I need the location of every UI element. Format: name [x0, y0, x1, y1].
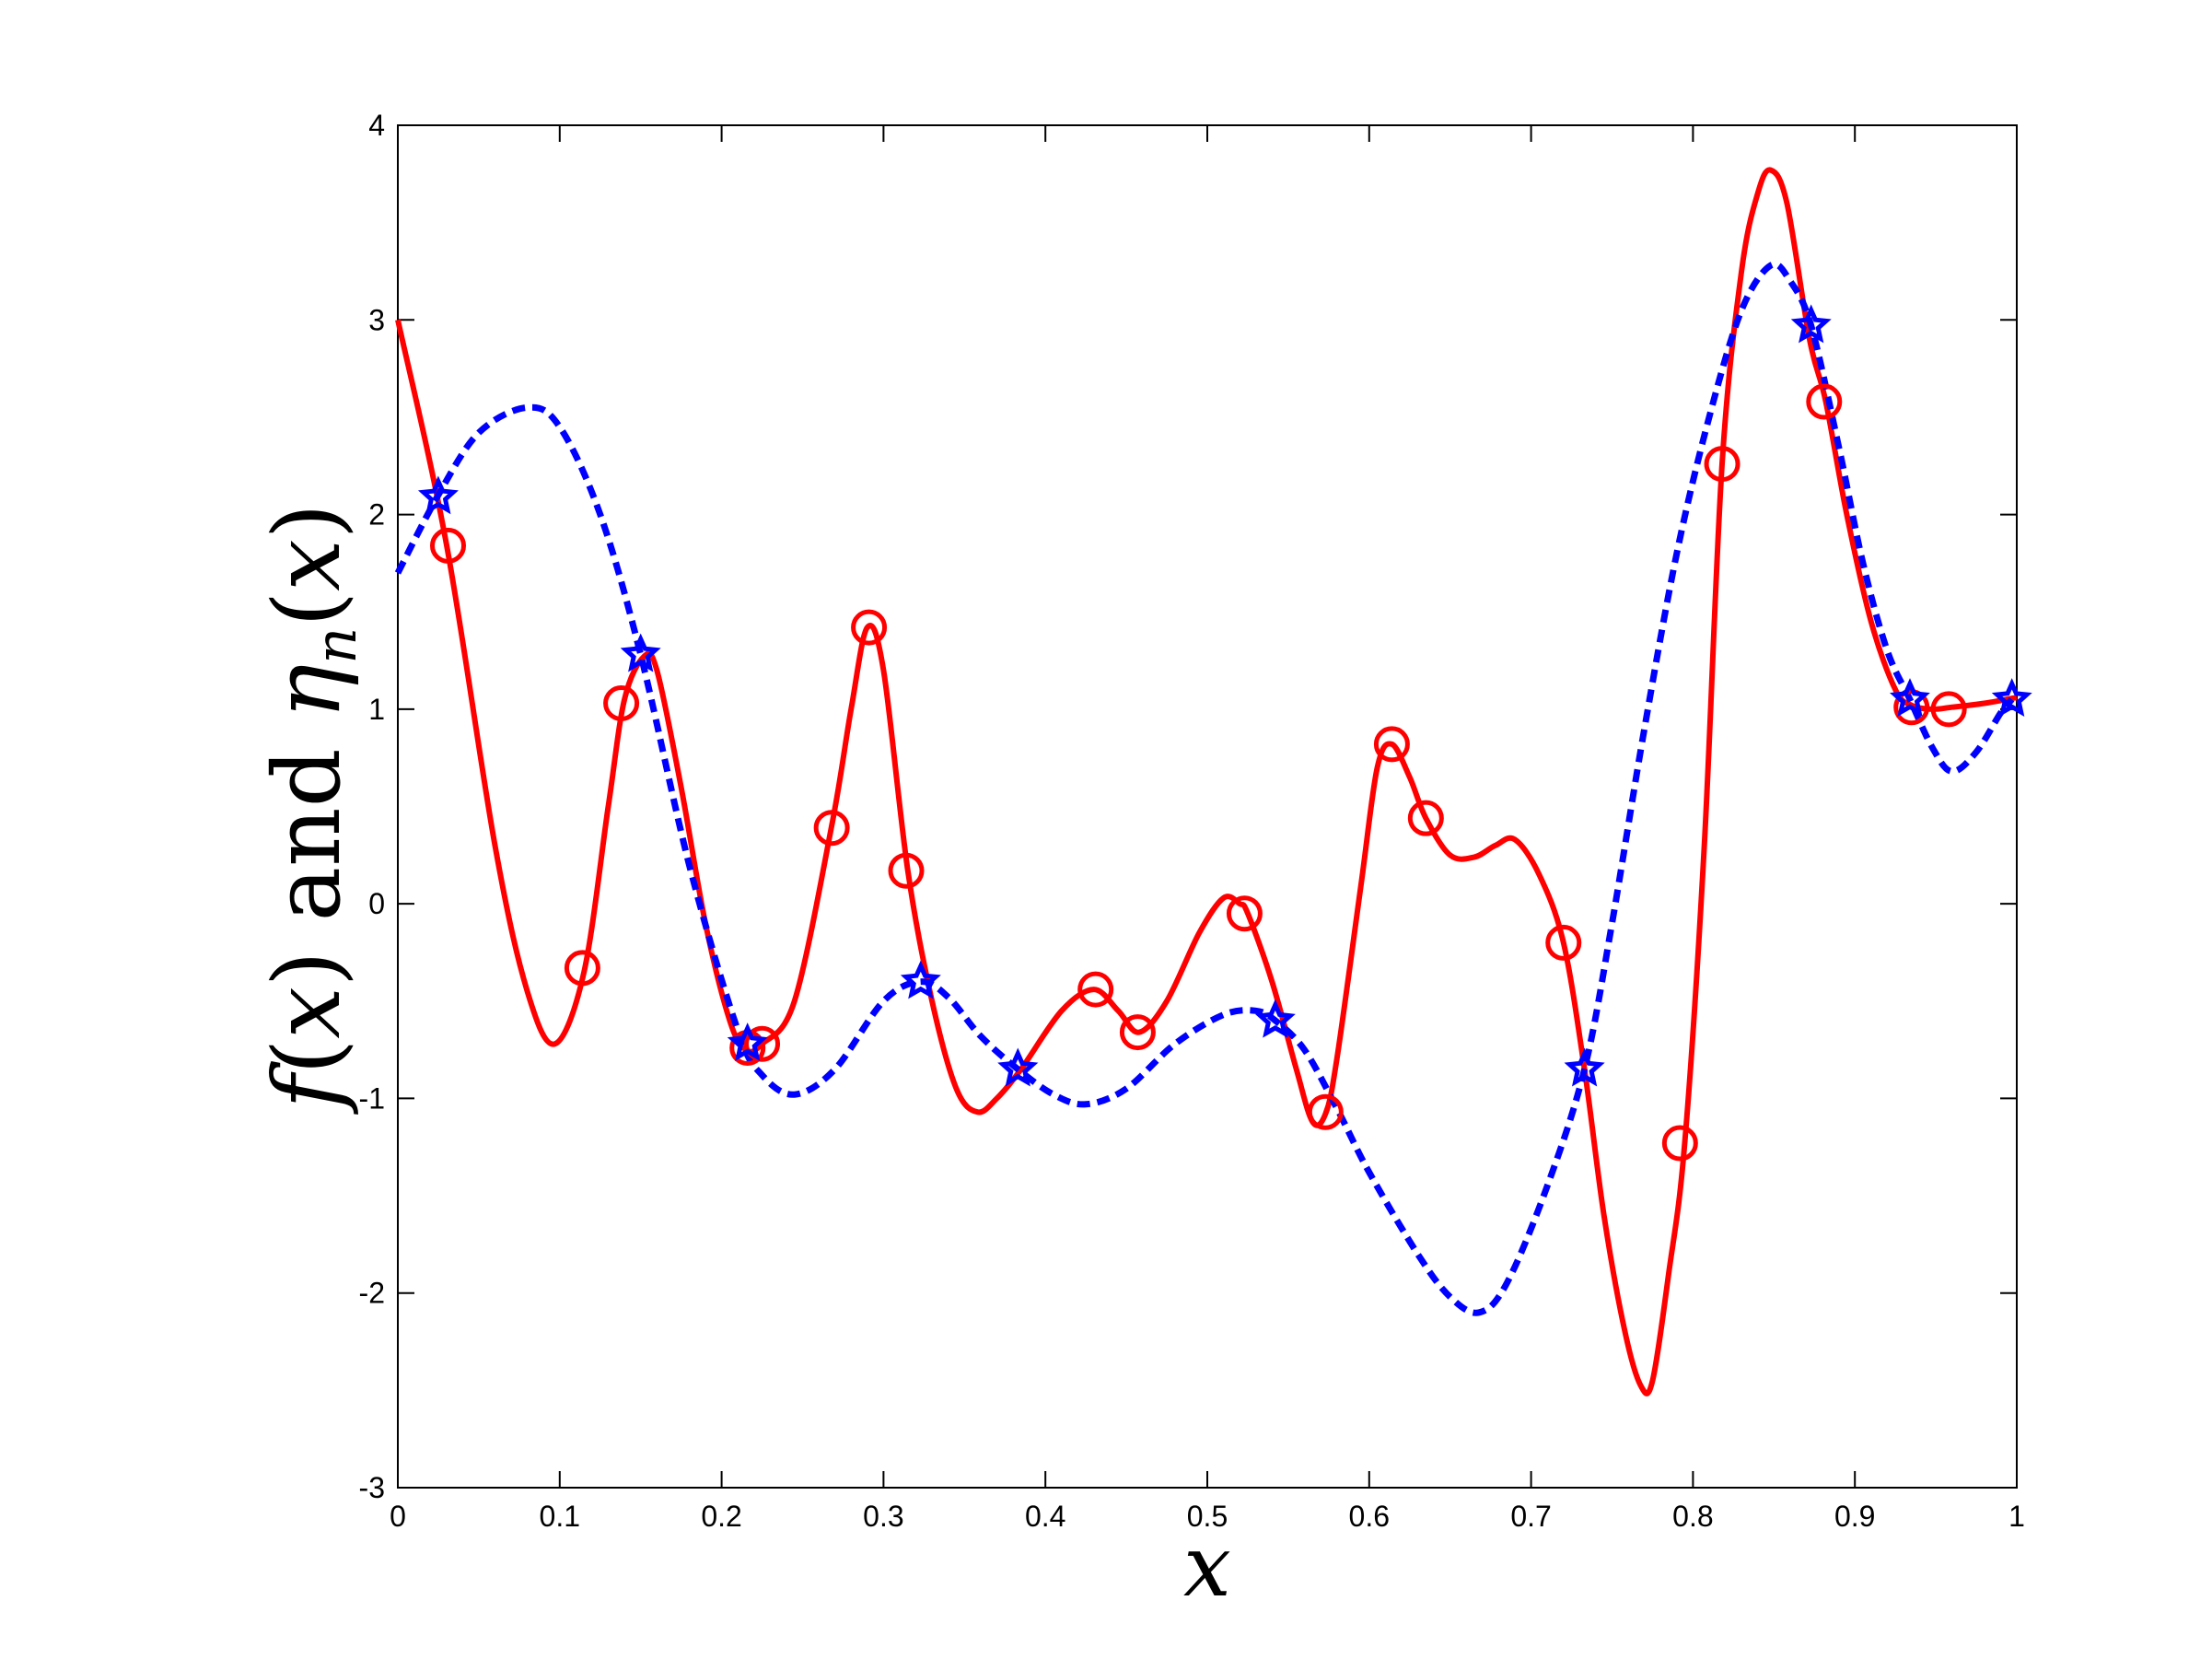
x-tick-label: 1	[2008, 1500, 2025, 1533]
x-tick-label: 0.1	[540, 1500, 580, 1533]
circle-marker	[813, 810, 850, 847]
y-label-and: and	[253, 719, 361, 952]
star-marker	[900, 960, 941, 999]
circle-marker	[1661, 1125, 1698, 1162]
star-marker	[417, 475, 459, 515]
circle-marker	[1373, 726, 1410, 763]
markers-layer	[417, 304, 2032, 1162]
star-marker	[620, 633, 661, 672]
star-marker	[1564, 1047, 1605, 1087]
circle-marker	[564, 950, 600, 987]
y-tick-labels: -3 -2 -1 0 1 2 3 4	[359, 109, 385, 1504]
y-tick-label: 3	[368, 303, 385, 336]
y-label-paren-close-2: )	[253, 503, 361, 539]
x-tick-labels: 0 0.1 0.2 0.3 0.4 0.5 0.6 0.7 0.8 0.9 1	[390, 1500, 2025, 1533]
circle-marker	[1545, 924, 1582, 961]
star-marker	[727, 1022, 768, 1061]
y-label-paren-close: )	[253, 951, 361, 987]
star-marker	[997, 1047, 1039, 1087]
y-tick-label: 0	[368, 887, 385, 920]
series-layer	[394, 167, 2018, 1396]
circle-marker	[851, 609, 888, 646]
y-tick-label: 4	[368, 109, 385, 142]
x-tick-label: 0.7	[1510, 1500, 1551, 1533]
circle-marker	[888, 852, 925, 889]
star-marker	[1889, 678, 1930, 717]
solid-red-series-line	[395, 167, 2018, 1396]
plot-area	[394, 124, 2032, 1489]
y-label-x-2: x	[253, 539, 361, 590]
circle-marker	[1806, 383, 1843, 420]
x-axis-label: x	[1183, 1517, 1231, 1616]
axis-ticks	[397, 124, 2018, 1489]
axes-frame	[397, 124, 2018, 1489]
circle-marker	[1307, 1093, 1344, 1130]
circle-marker	[744, 1025, 781, 1062]
circle-marker	[429, 527, 466, 564]
circle-marker	[1930, 691, 1967, 728]
circle-marker	[603, 685, 640, 722]
y-tick-label: -1	[359, 1081, 385, 1115]
dashed-blue-series-line	[394, 261, 2015, 1316]
circle-marker	[1119, 1014, 1156, 1051]
x-tick-label: 0.8	[1672, 1500, 1713, 1533]
y-tick-label: 2	[368, 498, 385, 532]
x-tick-label: 0.4	[1025, 1500, 1065, 1533]
x-tick-label: 0.5	[1187, 1500, 1228, 1533]
star-marker	[1254, 999, 1296, 1038]
y-tick-label: -2	[359, 1277, 385, 1310]
y-label-paren-open-2: (	[253, 591, 361, 627]
x-tick-label: 0	[390, 1500, 406, 1533]
y-tick-label: -3	[359, 1471, 385, 1504]
y-label-eta: η	[253, 664, 361, 719]
circle-marker	[1226, 895, 1263, 932]
x-tick-label: 0.9	[1834, 1500, 1875, 1533]
x-tick-label: 0.6	[1349, 1500, 1390, 1533]
x-tick-label: 0.2	[701, 1500, 741, 1533]
circle-marker	[1704, 446, 1740, 483]
x-tick-label: 0.3	[863, 1500, 903, 1533]
y-tick-label: 1	[368, 693, 385, 726]
y-label-x: x	[253, 987, 361, 1038]
y-axis-label: f(x) and ηn(x)	[253, 503, 369, 1115]
star-marker	[1790, 304, 1832, 344]
y-label-paren-open: (	[253, 1039, 361, 1075]
circle-marker	[1077, 971, 1114, 1008]
star-marker	[1991, 678, 2032, 717]
y-label-subscript-n: n	[302, 627, 369, 664]
circle-marker	[1407, 800, 1444, 836]
